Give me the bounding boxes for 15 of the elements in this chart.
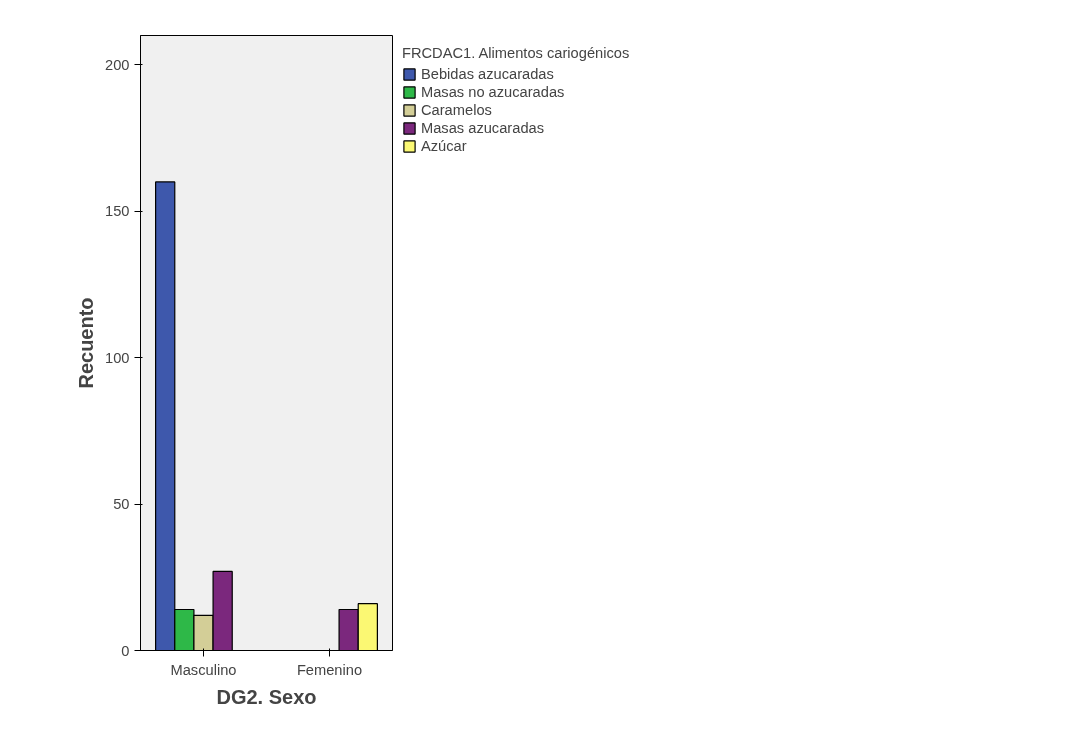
- y-tick-label: 50: [113, 496, 130, 513]
- legend-label: Masas no azucaradas: [421, 84, 565, 100]
- legend-label: Caramelos: [421, 102, 492, 118]
- y-axis-title: Recuento: [75, 297, 98, 389]
- y-tick-label: 200: [105, 56, 130, 73]
- x-tick-label: Femenino: [296, 661, 363, 678]
- y-tick-label: 0: [121, 642, 130, 659]
- legend-title: FRCDAC1. Alimentos cariogénicos: [402, 45, 630, 61]
- y-tick-label: 150: [105, 203, 130, 220]
- x-tick-label: Masculino: [170, 661, 237, 678]
- legend-label: Bebidas azucaradas: [421, 66, 554, 82]
- legend-label: Azúcar: [421, 138, 467, 154]
- legend-label: Masas azucaradas: [421, 120, 545, 136]
- y-tick-label: 100: [105, 349, 130, 366]
- x-axis-title: DG2. Sexo: [216, 685, 317, 708]
